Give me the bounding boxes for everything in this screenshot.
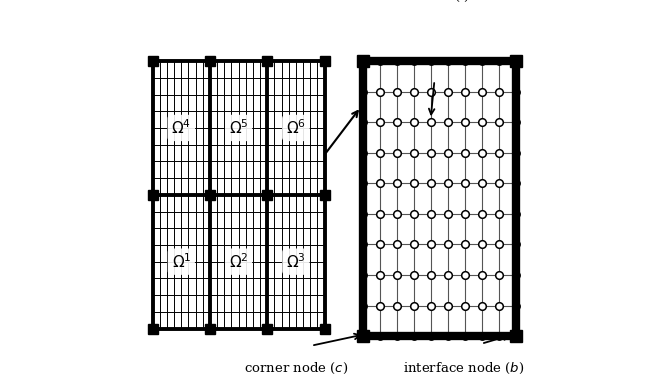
Text: internal node ($i$): internal node ($i$)	[360, 0, 469, 4]
Text: corner node ($c$): corner node ($c$)	[244, 361, 348, 376]
Text: $\Omega^5$: $\Omega^5$	[228, 119, 249, 137]
Text: $\Omega^4$: $\Omega^4$	[171, 119, 192, 137]
Text: $\Omega^1$: $\Omega^1$	[171, 253, 191, 271]
Text: $\Omega^2$: $\Omega^2$	[229, 253, 249, 271]
Text: $\Omega^3$: $\Omega^3$	[286, 253, 306, 271]
Text: interface node ($b$): interface node ($b$)	[403, 361, 525, 376]
Text: $\Omega^6$: $\Omega^6$	[286, 119, 306, 137]
